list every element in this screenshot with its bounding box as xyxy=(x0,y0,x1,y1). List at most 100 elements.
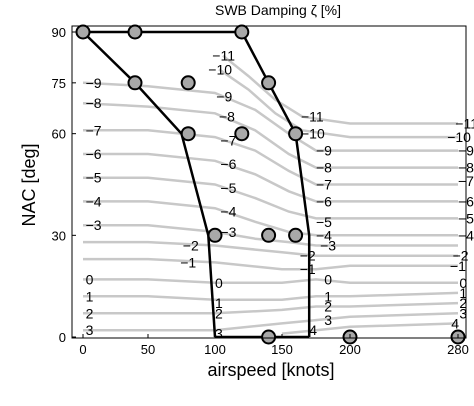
contour-label: −11 xyxy=(212,48,235,64)
contour-line-0 xyxy=(83,278,458,285)
y-tick-label: 75 xyxy=(52,76,66,91)
contour-label: 2 xyxy=(324,299,332,315)
x-axis: 0 50 100 150 200 280 xyxy=(79,334,469,357)
x-tick-label: 100 xyxy=(204,342,226,357)
operating-points xyxy=(75,24,466,345)
contour-label: 0 xyxy=(86,271,94,287)
contour-line-2 xyxy=(83,301,459,315)
contour-line-minus-5 xyxy=(83,176,458,220)
operating-point xyxy=(207,227,223,243)
operating-point xyxy=(288,126,304,142)
contour-label: −3 xyxy=(320,238,336,254)
contour-label: −4 xyxy=(220,204,236,220)
contour-label: −10 xyxy=(301,126,325,142)
operating-point xyxy=(75,24,91,40)
operating-point xyxy=(180,75,196,91)
y-tick-label: 60 xyxy=(52,127,66,142)
contour-label: −5 xyxy=(86,170,102,186)
contour-label: −11 xyxy=(455,116,474,132)
contour-label: −6 xyxy=(316,193,332,209)
contour-label: −8 xyxy=(86,95,102,111)
contour-label: −9 xyxy=(316,143,332,159)
left-boundary-line xyxy=(82,31,217,338)
contour-label: 1 xyxy=(459,285,467,301)
contour-label: 3 xyxy=(459,305,467,321)
contour-lines xyxy=(82,54,459,335)
y-axis-label: NAC [deg] xyxy=(19,143,39,226)
contour-label: 4 xyxy=(309,322,317,338)
contour-label: −10 xyxy=(447,129,471,145)
contour-label: 1 xyxy=(324,288,332,304)
contour-line-minus-10 xyxy=(218,68,458,139)
contour-label: −2 xyxy=(183,238,199,254)
contour-label: 2 xyxy=(459,295,467,311)
contour-label: −7 xyxy=(220,132,236,148)
contour-label: 2 xyxy=(86,305,94,321)
contour-label: 4 xyxy=(451,315,459,331)
contour-line-4 xyxy=(281,322,459,335)
contour-line-minus-2 xyxy=(83,240,458,257)
contour-label: 3 xyxy=(215,326,223,342)
y-axis: 0 30 60 75 90 xyxy=(52,25,76,345)
contour-label: 2 xyxy=(215,305,223,321)
operating-point xyxy=(261,227,277,243)
contour-label: −9 xyxy=(216,88,232,104)
contour-label: −4 xyxy=(316,227,332,243)
contour-label: −6 xyxy=(220,156,236,172)
y-tick-label: 0 xyxy=(59,330,66,345)
contour-line-3 xyxy=(83,312,459,332)
contour-label: 0 xyxy=(215,275,223,291)
contour-label: −5 xyxy=(316,214,332,230)
x-tick-label: 150 xyxy=(271,342,293,357)
contour-label: −9 xyxy=(86,75,102,91)
contour-label: −3 xyxy=(86,217,102,233)
contour-label: 0 xyxy=(324,271,332,287)
contour-label: −1 xyxy=(300,261,316,277)
contour-label: −4 xyxy=(86,193,102,209)
operating-point xyxy=(234,126,250,142)
operating-point xyxy=(127,24,143,40)
operating-point xyxy=(261,75,277,91)
contour-label: 0 xyxy=(459,275,467,291)
chart-title: SWB Damping ζ [%] xyxy=(215,2,341,18)
contour-line-minus-11 xyxy=(222,54,458,125)
contour-line-1 xyxy=(83,291,459,301)
operating-point xyxy=(180,126,196,142)
x-tick-label: 200 xyxy=(339,342,361,357)
contour-label: 1 xyxy=(86,288,94,304)
contour-label: −10 xyxy=(208,61,232,77)
contour-label: −2 xyxy=(453,248,469,264)
contour-label: 3 xyxy=(324,312,332,328)
x-tick-label: 280 xyxy=(447,342,469,357)
plot-frame xyxy=(71,25,467,339)
contour-label: −2 xyxy=(300,248,316,264)
contour-label: −8 xyxy=(219,109,235,125)
contour-line-minus-4 xyxy=(83,200,458,237)
contour-label: 1 xyxy=(215,295,223,311)
contour-label: −11 xyxy=(301,109,324,125)
contour-label: −5 xyxy=(220,180,236,196)
operating-point xyxy=(127,75,143,91)
y-tick-label: 30 xyxy=(52,228,66,243)
y-tick-label: 90 xyxy=(52,25,66,40)
contour-label: −3 xyxy=(220,224,236,240)
contour-line-minus-1 xyxy=(83,257,458,271)
operating-point xyxy=(234,24,250,40)
operating-point xyxy=(288,227,304,243)
contour-label: 3 xyxy=(86,322,94,338)
contour-label: −7 xyxy=(86,122,102,138)
contour-line-minus-9 xyxy=(82,81,458,152)
contour-label: −7 xyxy=(316,177,332,193)
contour-label: −1 xyxy=(450,258,466,274)
x-axis-label: airspeed [knots] xyxy=(207,360,334,380)
x-tick-label: 50 xyxy=(141,342,155,357)
contour-label: −8 xyxy=(316,160,332,176)
contour-line-minus-6 xyxy=(83,152,458,203)
contour-label: −6 xyxy=(86,146,102,162)
contour-line-minus-7 xyxy=(83,129,458,186)
contour-line-minus-8 xyxy=(82,101,458,169)
contour-label: −1 xyxy=(180,254,196,270)
contour-labels: −11−10−9−9−8−8−7−7−6−6−5−5−4−4−3 −3−2−10 0… xyxy=(86,48,474,342)
x-tick-label: 0 xyxy=(79,342,86,357)
